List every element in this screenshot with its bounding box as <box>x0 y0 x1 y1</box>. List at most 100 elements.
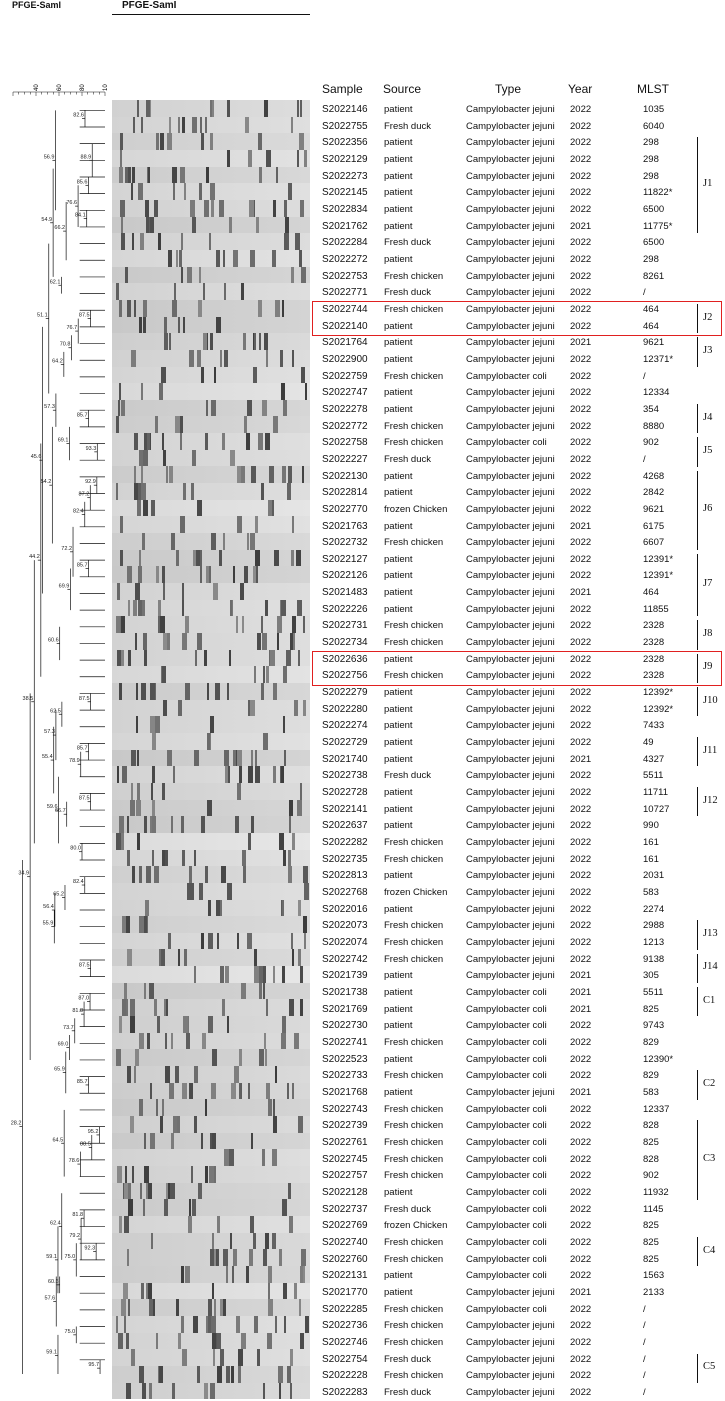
table-row: S2022730 patient Campylobacter coli 2022 974… <box>0 1018 725 1035</box>
mlst-cell: 464 <box>643 320 659 332</box>
year-cell: 2022 <box>570 770 592 782</box>
cluster-label: C2 <box>703 1077 716 1089</box>
gel-lane <box>112 199 310 217</box>
gel-lane <box>112 183 310 200</box>
mlst-cell: 12392* <box>643 687 674 699</box>
table-row: S2022769 frozen Chicken Campylobacter coli… <box>0 1218 725 1235</box>
source-cell: Fresh chicken <box>384 1036 444 1048</box>
table-row: S2022745 Fresh chicken Campylobacter coli 2… <box>0 1152 725 1169</box>
year-cell: 2022 <box>570 370 592 382</box>
gel-lane <box>112 666 310 683</box>
dendrogram: 40 60 80 10082.688.985.656.984.176.666.254.… <box>11 84 109 1374</box>
node-similarity-label: 88.9 <box>81 154 92 160</box>
table-row: S2022737 Fresh duck Campylobacter coli 2022… <box>0 1202 725 1219</box>
table-row: S2021763 patient Campylobacter jejuni 2021 6… <box>0 519 725 536</box>
node-similarity-label: 55.9 <box>43 921 54 927</box>
year-cell: 2022 <box>570 570 592 582</box>
source-cell: Fresh chicken <box>384 637 444 649</box>
cluster-bracket <box>697 953 698 983</box>
source-cell: Fresh duck <box>384 287 431 299</box>
highlight-box <box>312 300 722 337</box>
year-cell: 2022 <box>570 320 592 332</box>
sample-id: S2022734 <box>322 637 368 649</box>
source-cell: patient <box>384 1053 413 1065</box>
year-cell: 2022 <box>570 820 592 832</box>
gel-lane <box>112 649 310 667</box>
sample-id: S2022834 <box>322 203 368 215</box>
source-cell: patient <box>384 787 413 799</box>
year-cell: 2022 <box>570 104 592 115</box>
table-row: S2021769 patient Campylobacter coli 2021 825 <box>0 1002 725 1019</box>
mlst-cell: 8880 <box>643 420 665 432</box>
sample-id: S2022753 <box>322 270 368 282</box>
year-cell: 2022 <box>570 687 592 699</box>
node-similarity-label: 34.9 <box>18 871 29 877</box>
mlst-cell: 5511 <box>643 770 664 782</box>
table-row: S2022753 Fresh chicken Campylobacter jejun… <box>0 269 725 286</box>
node-similarity-label: 85.7 <box>77 562 88 568</box>
source-cell: Fresh chicken <box>384 1170 444 1182</box>
year-cell: 2022 <box>570 703 592 715</box>
type-cell: Campylobacter coli <box>466 1270 547 1282</box>
cluster-bracket <box>697 737 698 767</box>
mlst-cell: / <box>643 453 646 465</box>
gel-lane <box>112 949 310 967</box>
gel-lane <box>112 1116 310 1133</box>
cluster-label: J1 <box>703 178 713 190</box>
source-cell: patient <box>384 470 413 482</box>
sample-id: S2022141 <box>322 803 368 815</box>
scale-tick-label: 100 <box>103 84 109 91</box>
table-row: S2022280 patient Campylobacter jejuni 2022 1… <box>0 702 725 719</box>
table-row: S2022016 patient Campylobacter jejuni 2022 2… <box>0 902 725 919</box>
source-cell: patient <box>384 737 413 749</box>
year-cell: 2022 <box>570 1303 592 1315</box>
mlst-cell: 2133 <box>643 1286 665 1298</box>
cluster-label: J4 <box>703 411 713 423</box>
mlst-cell: 2988 <box>643 920 665 932</box>
sample-id: S2022744 <box>322 303 368 315</box>
table-row: S2022771 Fresh duck Campylobacter jejuni 20… <box>0 285 725 302</box>
table-row: S2022637 patient Campylobacter jejuni 2022 9… <box>0 818 725 835</box>
mlst-cell: 298 <box>643 137 659 149</box>
source-cell: Fresh chicken <box>384 1070 444 1082</box>
mlst-cell: 11822* <box>643 187 673 199</box>
sample-id: S2022733 <box>322 1070 368 1082</box>
type-cell: Campylobacter jejuni <box>466 270 555 282</box>
sample-id: S2022756 <box>322 670 368 682</box>
gel-lane <box>112 316 310 334</box>
type-cell: Campylobacter jejuni <box>466 1086 555 1098</box>
source-cell: Fresh chicken <box>384 370 444 382</box>
source-cell: patient <box>384 753 413 765</box>
gel-lane <box>112 1066 310 1083</box>
year-cell: 2021 <box>570 520 592 532</box>
sample-id: S2022283 <box>322 1386 368 1398</box>
cluster-label: J11 <box>703 744 718 756</box>
table-row: S2022141 patient Campylobacter jejuni 2022 1… <box>0 802 725 819</box>
mlst-cell: 298 <box>643 153 659 165</box>
sample-id: S2022126 <box>322 570 368 582</box>
table-row: S2022126 patient Campylobacter jejuni 2022 1… <box>0 568 725 585</box>
sample-id: S2022129 <box>322 153 368 165</box>
gel-lane <box>112 249 310 267</box>
node-similarity-label: 69.9 <box>59 583 70 589</box>
node-similarity-label: 87.5 <box>79 696 90 702</box>
year-cell: 2022 <box>570 920 592 932</box>
source-cell: Fresh duck <box>384 770 431 782</box>
source-cell: Fresh duck <box>384 1203 431 1215</box>
gel-lane <box>112 466 310 484</box>
year-cell: 2021 <box>570 1086 592 1098</box>
source-cell: patient <box>384 903 413 915</box>
sample-id: S2022128 <box>322 1186 368 1198</box>
source-cell: Fresh chicken <box>384 437 444 449</box>
gel-lane <box>112 716 310 733</box>
source-cell: Fresh chicken <box>384 420 444 432</box>
type-cell: Campylobacter coli <box>466 1303 547 1315</box>
node-similarity-label: 80.0 <box>70 846 81 852</box>
type-cell: Campylobacter jejuni <box>466 720 555 732</box>
sample-id: S2022228 <box>322 1370 368 1382</box>
gel-lane <box>112 166 310 184</box>
table-row: S2021770 patient Campylobacter jejuni 2021 2… <box>0 1285 725 1302</box>
table-row: S2022834 patient Campylobacter jejuni 2022 6… <box>0 202 725 219</box>
sample-id: S2022145 <box>322 187 368 199</box>
sample-id: S2022814 <box>322 487 368 499</box>
